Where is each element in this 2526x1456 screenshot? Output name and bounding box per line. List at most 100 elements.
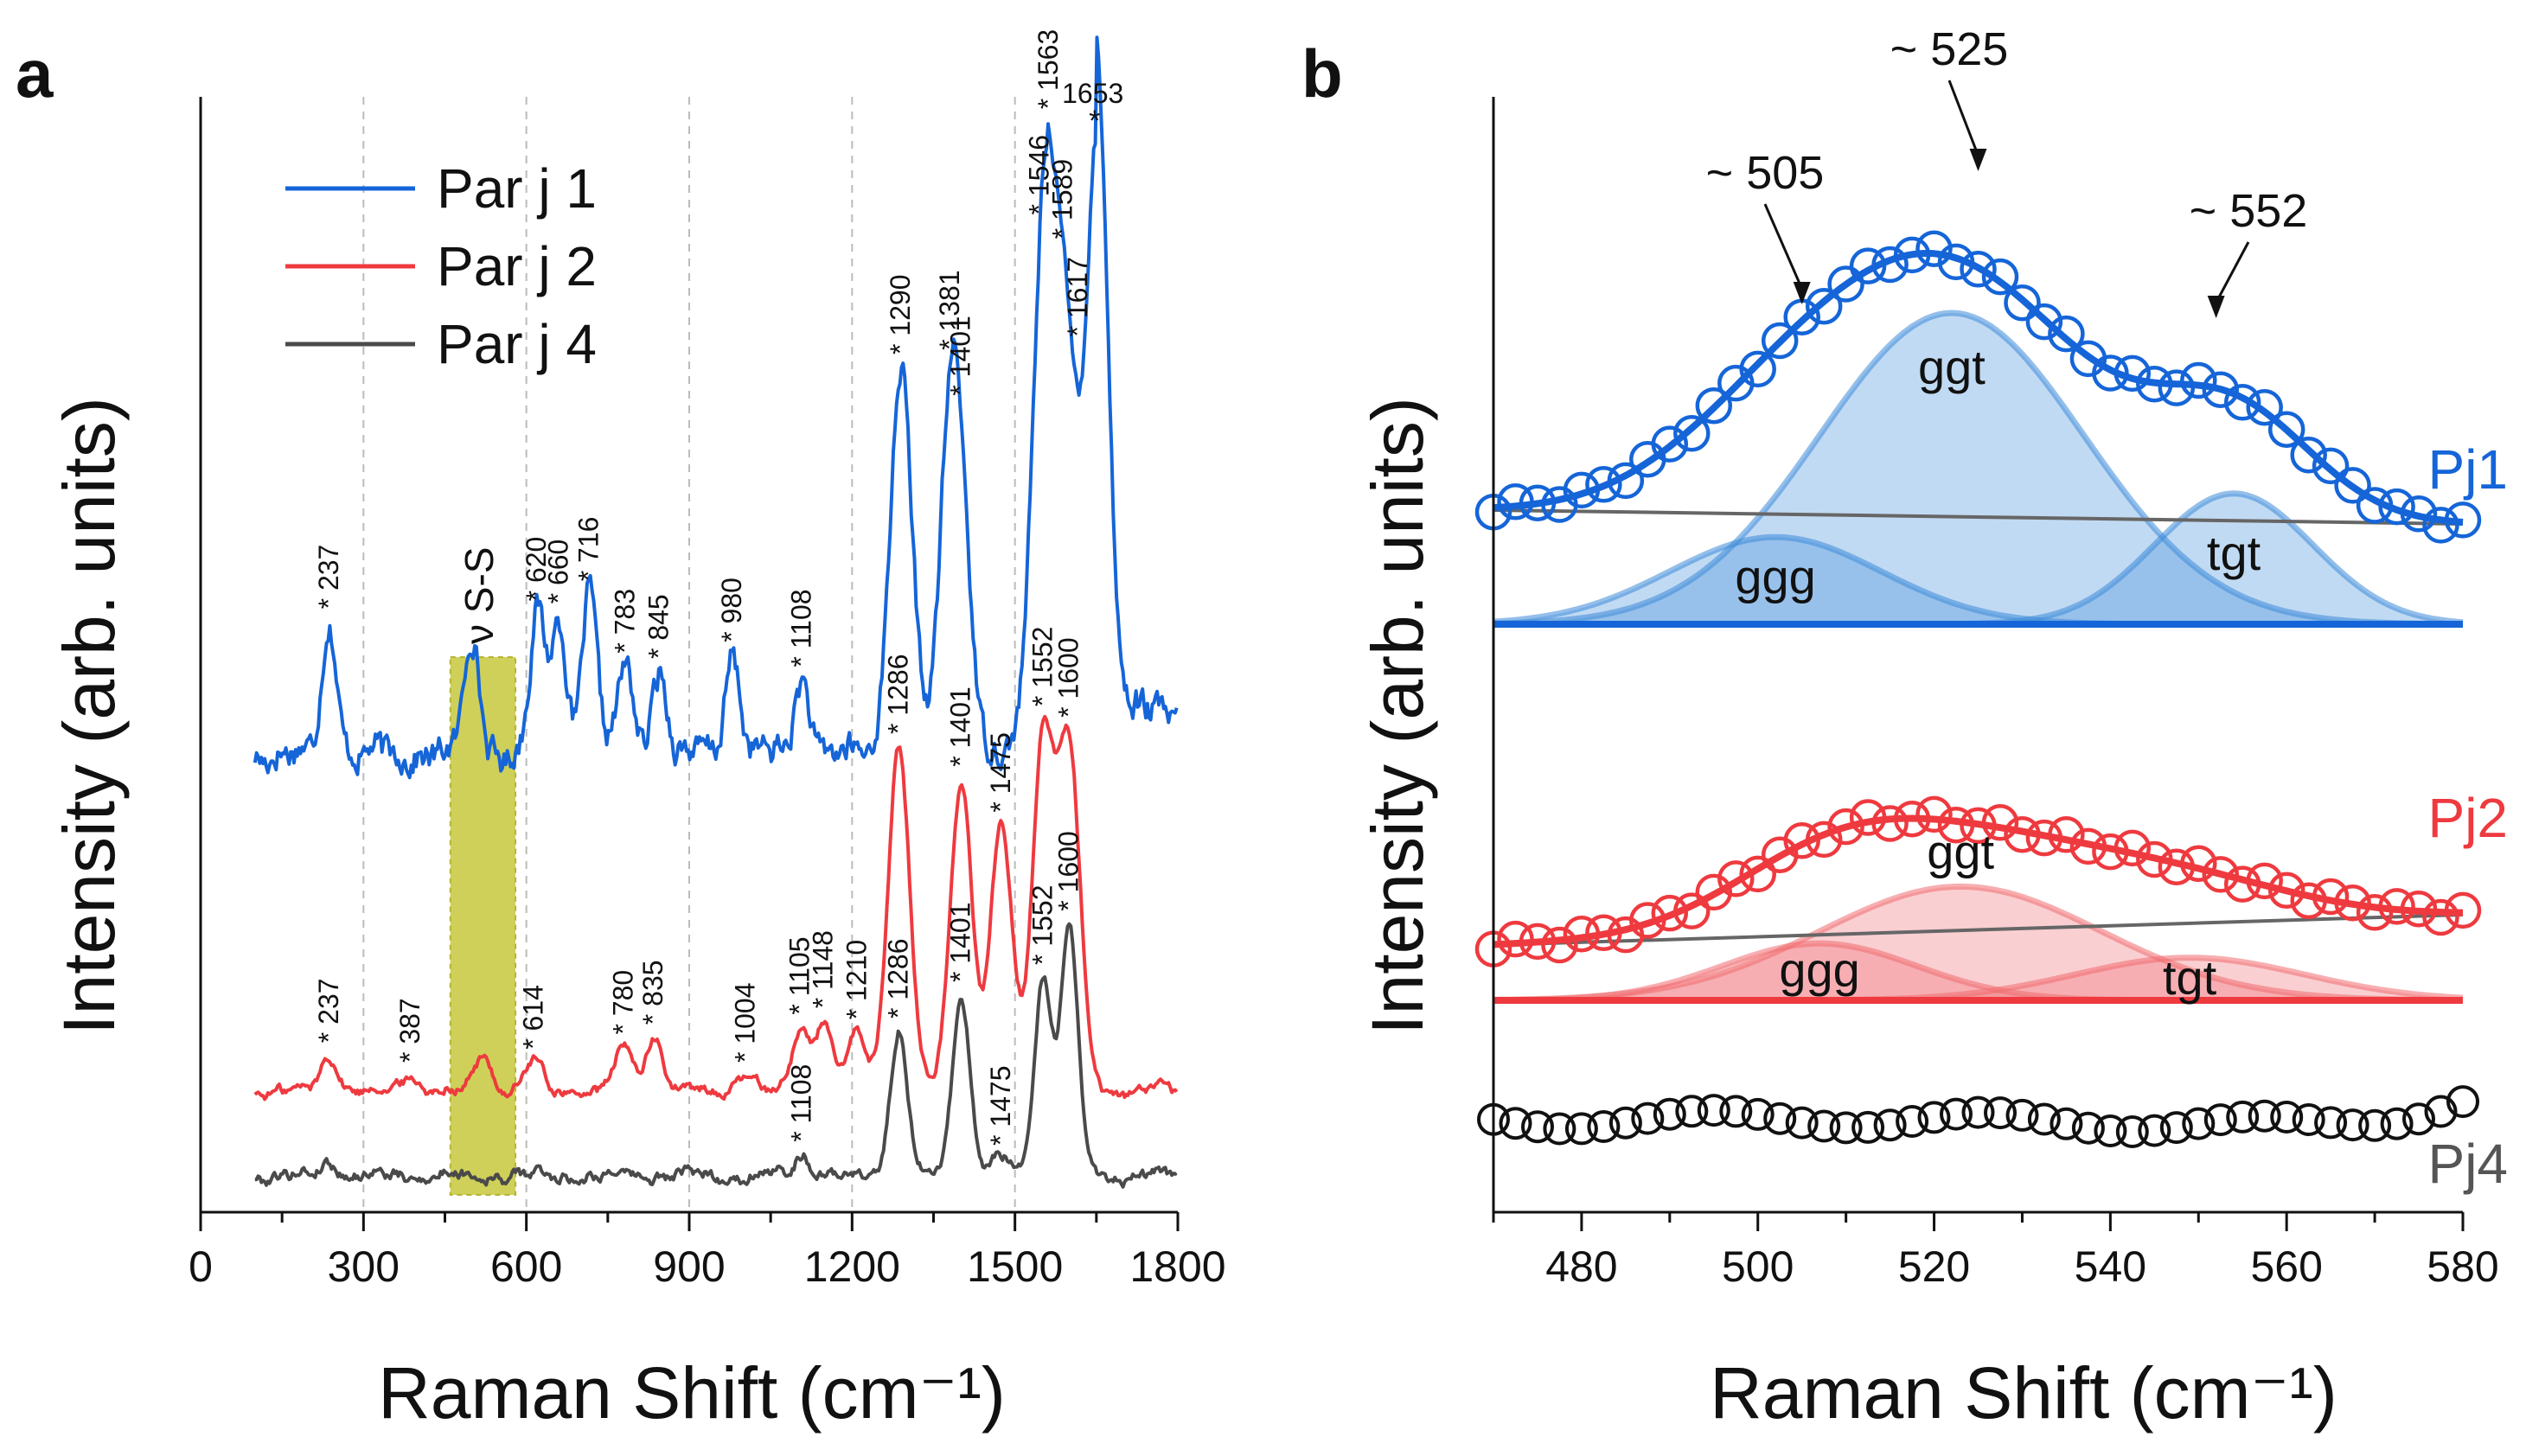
panel-a-peak-labels: * 237 * 620* 660 * 716* 783 * 845 * 980 * 110… xyxy=(313,29,1124,1146)
data-point xyxy=(2027,1102,2061,1136)
data-point xyxy=(1519,923,1557,961)
peak-marker: * 1108 xyxy=(786,589,817,667)
peak-marker: * 1148 xyxy=(808,930,839,1008)
data-point xyxy=(2444,501,2482,539)
data-point xyxy=(1675,1095,1709,1128)
data-point xyxy=(1497,483,1534,520)
data-point xyxy=(1871,246,1909,284)
data-point xyxy=(2182,1107,2216,1140)
component-tgt-fill xyxy=(1493,493,2463,624)
peak-marker: * 1475 xyxy=(985,732,1016,813)
data-point xyxy=(1673,414,1711,452)
peak-label: * 1600 xyxy=(1052,637,1084,718)
peak-marker: * 783 xyxy=(610,589,641,654)
peak-label: * 237 xyxy=(313,545,344,610)
peak-label: * 980 xyxy=(716,578,747,642)
data-point xyxy=(2336,1108,2369,1142)
data-point xyxy=(2246,862,2283,900)
data-point xyxy=(1653,1097,1686,1131)
peak-marker: * 1401 xyxy=(945,686,976,767)
peak-marker: * 1381 xyxy=(934,270,965,350)
peak-label: * 1617 xyxy=(1062,257,1093,337)
data-point xyxy=(1543,1112,1576,1146)
peak-marker: * 1401 xyxy=(945,902,976,982)
data-point xyxy=(2048,816,2085,853)
component-ggt-fill xyxy=(1493,886,2463,1000)
peak-marker: * 660 xyxy=(542,540,573,604)
data-point xyxy=(1961,1095,1995,1129)
peak-label: * 660 xyxy=(542,540,573,604)
data-point xyxy=(2203,1103,2237,1137)
data-point xyxy=(2334,467,2371,504)
x-tick-label: 1200 xyxy=(804,1242,900,1291)
data-point xyxy=(2292,1103,2325,1136)
data-point xyxy=(1739,350,1776,388)
data-point xyxy=(1717,860,1755,897)
peak-marker: * 1210 xyxy=(841,940,873,1020)
peak-label: * 1475 xyxy=(985,1065,1016,1146)
peak-label: * 1401 xyxy=(945,902,976,982)
data-point xyxy=(2136,365,2173,403)
data-point xyxy=(1960,251,1997,288)
data-point xyxy=(2004,284,2041,322)
background-line xyxy=(1493,508,2464,526)
arrow-head xyxy=(2207,296,2225,318)
x-tick-label: 600 xyxy=(490,1242,562,1291)
peak-annotation: ~ 525 xyxy=(1890,23,2009,75)
data-point xyxy=(1497,920,1534,958)
data-point xyxy=(1827,265,1864,303)
annotation-arrow xyxy=(2215,241,2250,303)
peak-marker: * 1589 xyxy=(1047,159,1078,239)
peak-annotation: ~ 505 xyxy=(1706,147,1825,199)
peak-marker: * 237 xyxy=(313,978,344,1043)
data-point xyxy=(1937,243,1975,281)
peak-marker: * 1600 xyxy=(1052,637,1084,718)
panel-b-components xyxy=(1493,310,2464,1004)
data-point xyxy=(2114,354,2152,393)
panel-b-labels: ggg ggt tgt Pj1 ggg ggt tgt Pj2 Pj4 ~ 505 ~ 525 ~ 5… xyxy=(1706,23,2508,1195)
data-point xyxy=(1981,804,2019,841)
peak-label: * 1290 xyxy=(885,274,916,354)
panel-b-y-axis-title: Intensity (arb. units) xyxy=(1357,397,1438,1035)
data-point xyxy=(1651,425,1689,463)
panel-a-label: a xyxy=(16,35,54,112)
ss-band-label: ν S-S xyxy=(457,547,502,644)
peak-label: * 1286 xyxy=(882,654,913,734)
data-point xyxy=(1673,892,1711,929)
panel-a-y-axis-title: Intensity (arb. units) xyxy=(48,397,130,1035)
peak-marker: * 1108 xyxy=(786,1064,817,1142)
peak-label: * 1401 xyxy=(945,316,976,396)
data-point xyxy=(2202,371,2240,408)
panel-a-x-axis-title: Raman Shift (cm⁻¹) xyxy=(378,1352,1006,1434)
peak-label: * 1148 xyxy=(808,930,839,1008)
x-tick-label: 0 xyxy=(189,1242,213,1291)
spectrum-par-j-1 xyxy=(253,35,1179,780)
data-point xyxy=(2267,872,2305,910)
annotation-arrow xyxy=(1763,203,1804,290)
data-point xyxy=(1499,1107,1532,1140)
spectrum-par-j-4 xyxy=(254,922,1178,1189)
data-point xyxy=(2223,384,2261,421)
peak-label: * 1552 xyxy=(1026,627,1058,707)
data-point xyxy=(2378,888,2415,925)
peak-label: * 716 xyxy=(573,517,604,582)
data-point xyxy=(1849,247,1887,284)
data-point xyxy=(2446,1085,2479,1119)
peak-label: * 783 xyxy=(610,589,641,654)
panel-b-data-points xyxy=(1474,230,2482,1148)
data-point xyxy=(1851,1110,1885,1144)
data-point xyxy=(1695,386,1733,425)
data-point xyxy=(1607,462,1645,500)
data-point xyxy=(2267,411,2305,448)
data-point xyxy=(2402,1102,2435,1136)
annotation-arrow xyxy=(1947,80,1979,156)
peak-marker: * 1004 xyxy=(729,982,760,1063)
data-point xyxy=(2356,487,2394,524)
component-label-ggg: ggg xyxy=(1735,550,1815,604)
data-point xyxy=(2094,1114,2127,1147)
data-point xyxy=(1739,855,1776,893)
peak-marker: * 1286 xyxy=(882,938,913,1019)
panel-a-axes: 0 300 600 900 1200 1500 1800 xyxy=(189,97,1226,1291)
peak-marker: * 237 xyxy=(313,545,344,610)
